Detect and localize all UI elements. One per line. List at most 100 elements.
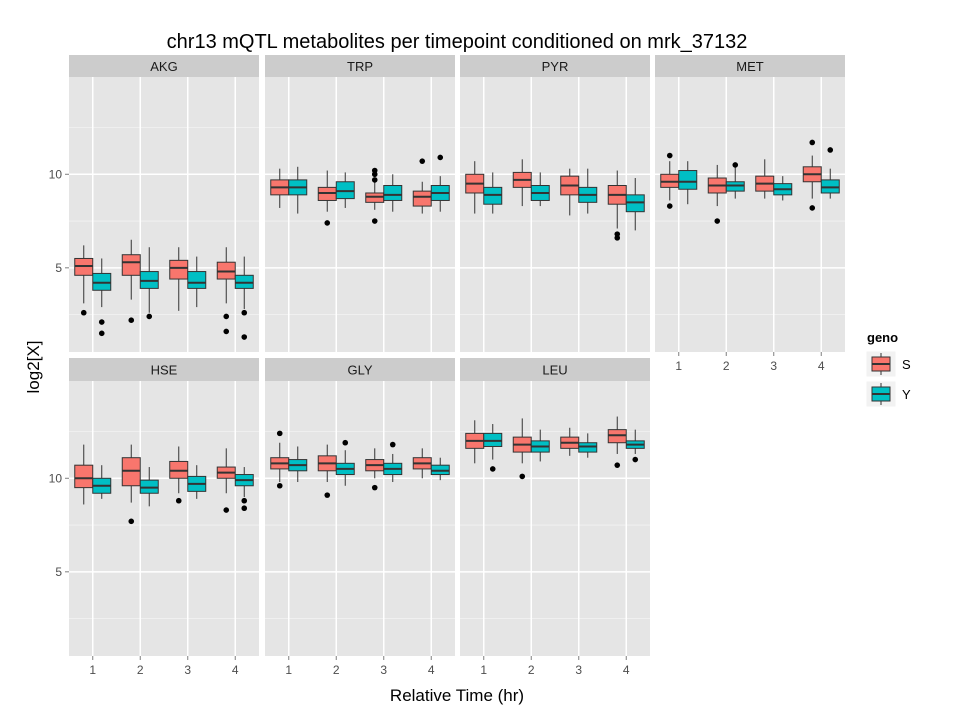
x-axis-title: Relative Time (hr)	[390, 686, 524, 705]
panel-background	[69, 77, 259, 352]
facet-hse: HSE 5 10 1 2 3 4	[49, 358, 259, 677]
outlier-point	[371, 177, 378, 183]
panel-background	[69, 381, 259, 656]
outlier-point	[175, 497, 182, 504]
boxplot-trp-y-t3	[383, 174, 403, 212]
facet-strip-label: TRP	[347, 59, 373, 74]
x-tick-label: 1	[285, 663, 292, 677]
box	[169, 259, 189, 280]
outlier-point	[241, 497, 248, 504]
outlier-point	[666, 152, 673, 159]
facet-strip	[265, 358, 455, 381]
boxplot-leu-s-t4	[607, 416, 627, 468]
x-tick-label: 2	[528, 663, 535, 677]
boxplot-hse-y-t4	[234, 467, 254, 512]
legend-label: S	[902, 357, 911, 372]
outlier-point	[241, 505, 248, 512]
outlier-point	[146, 313, 153, 320]
boxplot-pyr-s-t2	[512, 159, 532, 207]
panel-background	[265, 77, 455, 352]
outlier-point	[324, 492, 331, 498]
x-tick-label: 2	[137, 663, 144, 677]
legend-key-s: S	[865, 350, 911, 378]
x-tick-label: 4	[818, 359, 825, 373]
boxplot-hse-y-t3	[187, 465, 207, 499]
outlier-point	[128, 317, 135, 323]
boxplot-akg-y-t2	[139, 247, 159, 320]
boxplot-pyr-y-t2	[530, 172, 550, 207]
boxplot-gly-y-t2	[335, 439, 355, 486]
x-tick-label: 4	[428, 663, 435, 677]
facet-panels: AKG 5 10 TRP PYR MET 1 2 3 4 HSE 5 10 1 2 3 4 GLY 1 2 3 4 LEU 1…	[49, 55, 845, 677]
boxplot-leu-y-t4	[625, 429, 645, 463]
boxplot-pyr-y-t3	[578, 168, 598, 214]
outlier-point	[371, 484, 378, 491]
facet-pyr: PYR	[460, 55, 650, 352]
chart-title: chr13 mQTL metabolites per timepoint con…	[167, 31, 748, 53]
boxplot-akg-s-t1	[74, 245, 94, 316]
facet-strip-label: LEU	[542, 363, 567, 378]
outlier-point	[419, 158, 426, 164]
box	[383, 185, 403, 201]
facet-leu: LEU 1 2 3 4	[460, 358, 650, 677]
boxplot-leu-y-t1	[483, 424, 503, 472]
boxplot-pyr-s-t3	[560, 168, 580, 216]
x-tick-label: 1	[89, 663, 96, 677]
panel-background	[655, 77, 845, 352]
outlier-point	[489, 466, 496, 472]
boxplot-hse-y-t1	[92, 465, 112, 499]
boxplot-gly-s-t2	[317, 444, 337, 498]
facet-strip-label: AKG	[150, 59, 177, 74]
outlier-point	[614, 462, 621, 468]
x-tick-label: 3	[770, 359, 777, 373]
boxplot-akg-s-t4	[216, 247, 236, 335]
boxplot-met-s-t4	[802, 139, 822, 211]
outlier-point	[223, 507, 230, 513]
x-tick-label: 4	[623, 663, 630, 677]
legend-label: Y	[902, 387, 911, 402]
outlier-point	[98, 330, 105, 337]
outlier-point	[614, 235, 621, 241]
outlier-point	[732, 162, 739, 168]
boxplot-leu-s-t1	[465, 420, 485, 464]
legend-key-y: Y	[865, 380, 911, 408]
box	[187, 271, 207, 289]
x-tick-label: 4	[232, 663, 239, 677]
boxplot-leu-y-t3	[578, 433, 598, 458]
outlier-point	[371, 171, 378, 178]
boxplot-akg-s-t2	[121, 239, 141, 323]
boxplot-pyr-y-t1	[483, 172, 503, 214]
box	[412, 190, 432, 207]
boxplot-trp-s-t2	[317, 170, 337, 226]
facet-strip	[265, 55, 455, 77]
facet-strip-label: MET	[736, 59, 764, 74]
outlier-point	[342, 439, 349, 446]
box	[121, 254, 141, 276]
x-tick-label: 3	[184, 663, 191, 677]
outlier-point	[276, 430, 283, 437]
facet-gly: GLY 1 2 3 4	[265, 358, 455, 677]
boxplot-gly-y-t4	[430, 457, 450, 481]
boxplot-gly-s-t1	[270, 430, 290, 489]
boxplot-trp-y-t4	[430, 154, 450, 212]
x-tick-label: 2	[333, 663, 340, 677]
outlier-point	[519, 473, 526, 480]
y-tick-label: 10	[49, 167, 63, 181]
y-tick-label: 5	[55, 261, 62, 275]
outlier-point	[324, 220, 331, 226]
facet-trp: TRP	[265, 55, 455, 352]
outlier-point	[223, 313, 230, 320]
boxplot-hse-s-t2	[121, 444, 141, 525]
boxplot-hse-y-t2	[139, 467, 159, 507]
boxplot-met-y-t3	[773, 176, 793, 201]
x-tick-label: 1	[480, 663, 487, 677]
boxplot-gly-y-t3	[383, 441, 403, 483]
boxplot-met-y-t2	[725, 162, 745, 199]
boxplot-trp-y-t2	[335, 172, 355, 208]
facet-strip-label: GLY	[347, 363, 372, 378]
y-tick-label: 10	[49, 471, 63, 485]
facet-strip	[655, 55, 845, 77]
panel-background	[265, 381, 455, 656]
box	[678, 170, 698, 190]
